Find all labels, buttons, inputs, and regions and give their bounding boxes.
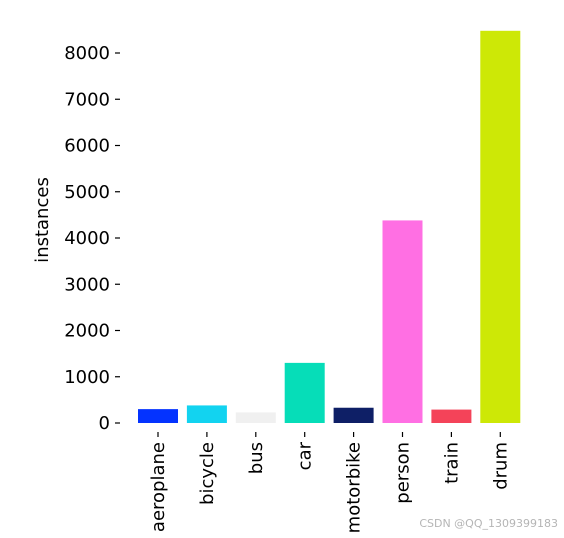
y-axis-title: instances — [32, 177, 53, 263]
watermark: CSDN @QQ_1309399183 — [419, 517, 558, 530]
x-tick-label-car: car — [295, 441, 316, 470]
x-tick-label-motorbike: motorbike — [344, 442, 365, 533]
bar-bus — [235, 412, 276, 423]
y-tick-label: 8000 — [64, 43, 110, 64]
y-tick-label: 6000 — [64, 136, 110, 157]
x-tick-label-bus: bus — [246, 442, 267, 474]
y-tick-label: 0 — [99, 413, 110, 434]
x-tick-label-drum: drum — [490, 442, 511, 490]
bar-car — [284, 362, 325, 423]
bar-person — [382, 220, 423, 423]
y-tick-label: 7000 — [64, 89, 110, 110]
x-tick-label-person: person — [393, 442, 414, 504]
bar-motorbike — [333, 407, 374, 423]
y-tick-label: 3000 — [64, 274, 110, 295]
y-tick-label: 4000 — [64, 228, 110, 249]
y-axis: 0 1000 2000 3000 4000 5000 6000 7000 8000 — [64, 43, 120, 434]
bar-aeroplane — [138, 409, 178, 423]
x-tick-label-train: train — [441, 442, 462, 484]
y-tick-label: 2000 — [64, 321, 110, 342]
bar-drum — [480, 30, 521, 424]
bar-bicycle — [186, 405, 227, 423]
bars — [138, 30, 521, 424]
x-axis: aeroplane bicycle bus car motorbike person tra… — [148, 432, 511, 533]
y-tick-label: 5000 — [64, 182, 110, 203]
x-tick-label-bicycle: bicycle — [197, 442, 218, 505]
bar-train — [431, 409, 472, 423]
y-tick-label: 1000 — [64, 367, 110, 388]
x-tick-label-aeroplane: aeroplane — [148, 442, 169, 532]
